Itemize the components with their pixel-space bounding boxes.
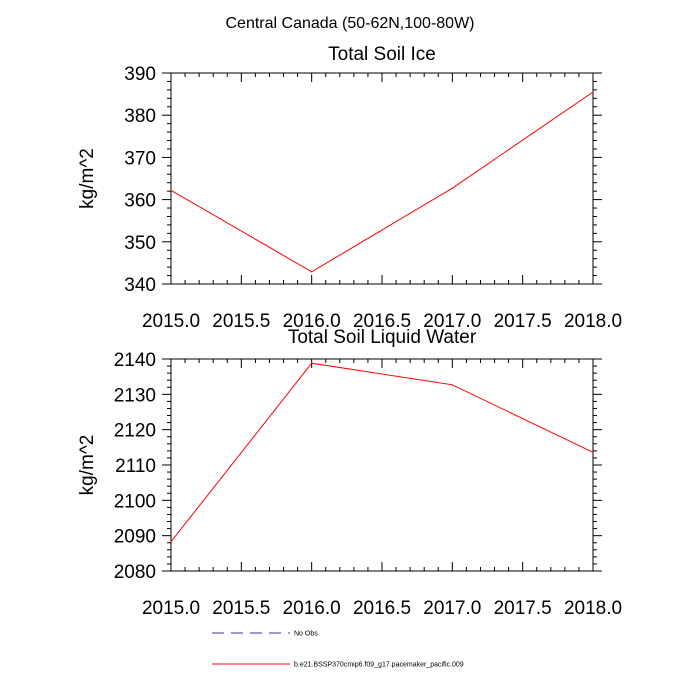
x-tick-label: 2017.5 <box>494 598 552 619</box>
y-tick-label: 370 <box>124 148 156 169</box>
y-tick-label: 350 <box>124 233 156 254</box>
y-tick-label: 2090 <box>114 527 156 548</box>
y-tick-label: 2140 <box>114 350 156 371</box>
data-point <box>311 362 313 364</box>
figure-suptitle: Central Canada (50-62N,100-80W) <box>225 15 474 32</box>
x-tick-label: 2015.0 <box>142 311 200 332</box>
y-tick-label: 2110 <box>115 456 156 477</box>
data-point <box>311 271 313 273</box>
x-tick-label: 2015.5 <box>212 311 270 332</box>
data-point <box>170 189 172 191</box>
series-line <box>170 91 594 273</box>
y-tick-label: 2080 <box>114 562 156 583</box>
data-point <box>451 187 453 189</box>
y-tick-label: 2120 <box>114 421 156 442</box>
y-tick-label: 340 <box>124 275 156 296</box>
panel-total-soil-liquid-water: Total Soil Liquid Water 2015.0 2015.5 2016.… <box>77 327 622 619</box>
y-tick-label: 380 <box>124 106 156 127</box>
y-axis-label: kg/m^2 <box>77 435 98 496</box>
data-point <box>170 541 172 543</box>
y-axis-label: kg/m^2 <box>77 148 98 209</box>
legend-label: No Obs <box>294 631 318 638</box>
x-tick-label: 2018.0 <box>564 598 622 619</box>
plot-frame <box>170 72 594 285</box>
panel-total-soil-ice: Total Soil Ice 2015.0 2015.5 2016.0 2016.5 20… <box>77 44 622 332</box>
data-point <box>592 91 594 93</box>
x-tick-label: 2018.0 <box>564 311 622 332</box>
y-tick-label: 2100 <box>114 491 156 512</box>
x-tick-label: 2016.5 <box>353 598 411 619</box>
y-tick-label: 2130 <box>114 385 156 406</box>
y-tick-label: 390 <box>124 64 156 85</box>
data-point <box>451 384 453 386</box>
x-tick-label: 2015.5 <box>212 598 270 619</box>
x-tick-label: 2017.5 <box>494 311 552 332</box>
plot-frame <box>170 358 594 572</box>
x-tick-label: 2017.0 <box>423 598 481 619</box>
panel-title: Total Soil Liquid Water <box>288 327 477 348</box>
legend: No Obs b.e21.BSSP370cmip6.f09_g17.pacemak… <box>212 631 464 669</box>
panel-title: Total Soil Ice <box>328 44 436 65</box>
data-point <box>592 451 594 453</box>
y-tick-label: 360 <box>124 191 156 212</box>
x-tick-label: 2015.0 <box>142 598 200 619</box>
x-tick-label: 2017.0 <box>423 311 481 332</box>
series-line <box>170 362 594 543</box>
x-tick-label: 2016.0 <box>283 598 341 619</box>
x-tick-label: 2016.5 <box>353 311 411 332</box>
legend-label: b.e21.BSSP370cmip6.f09_g17.pacemaker_pac… <box>294 662 464 669</box>
x-tick-label: 2016.0 <box>283 311 341 332</box>
